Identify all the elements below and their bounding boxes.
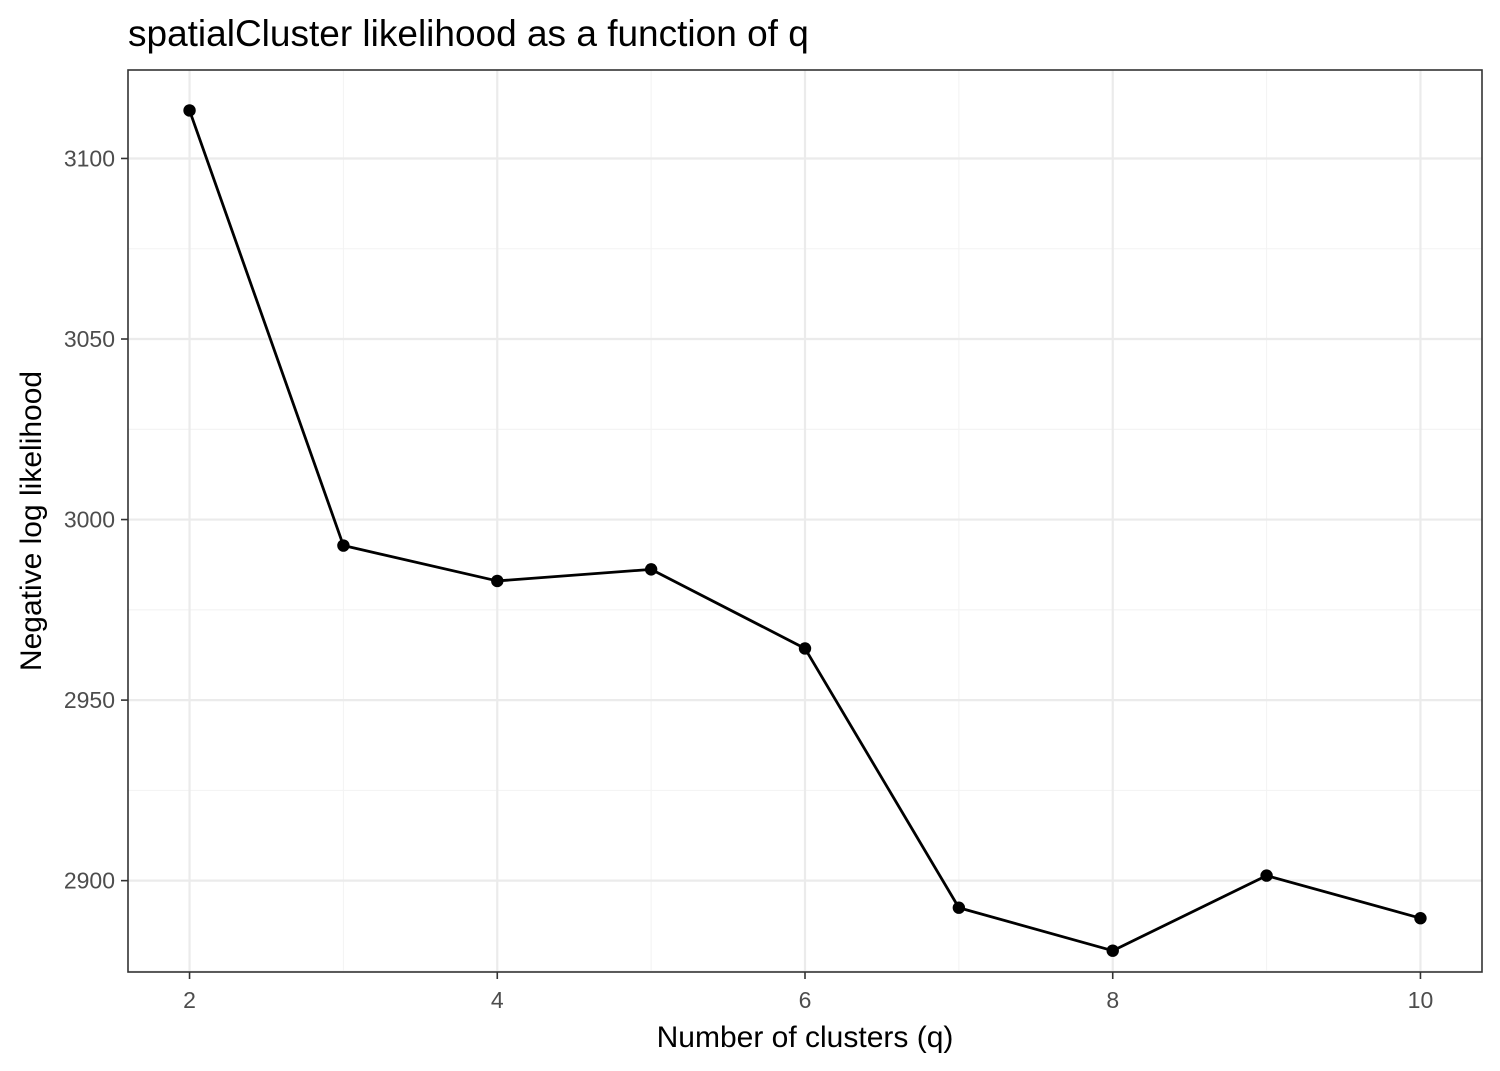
y-tick-label: 3000 (64, 507, 115, 533)
data-point (337, 539, 350, 552)
major-gridlines (128, 70, 1482, 972)
y-axis-label: Negative log likelihood (15, 371, 48, 671)
x-tick-label: 6 (799, 987, 812, 1013)
y-axis: 2900 2950 3000 3050 3100 (64, 145, 128, 894)
x-tick-label: 2 (183, 987, 196, 1013)
data-point (183, 104, 196, 117)
x-tick-label: 8 (1106, 987, 1119, 1013)
chart-title: spatialCluster likelihood as a function … (128, 13, 809, 54)
y-tick-label: 3050 (64, 326, 115, 352)
data-point (1260, 869, 1273, 882)
plot-panel (127, 69, 1483, 973)
y-tick-label: 3100 (64, 145, 115, 171)
data-point (1106, 944, 1119, 957)
y-tick-label: 2900 (64, 868, 115, 894)
x-axis-label: Number of clusters (q) (657, 1021, 954, 1054)
x-axis: 2 4 6 8 10 (183, 972, 1433, 1013)
data-point (952, 901, 966, 914)
x-tick-label: 4 (491, 987, 504, 1013)
data-point (798, 642, 812, 655)
x-tick-label: 10 (1408, 987, 1434, 1013)
data-point (1414, 911, 1427, 925)
data-point (644, 563, 658, 576)
y-tick-label: 2950 (64, 687, 115, 713)
data-point (491, 574, 504, 588)
data-series (183, 104, 1427, 957)
